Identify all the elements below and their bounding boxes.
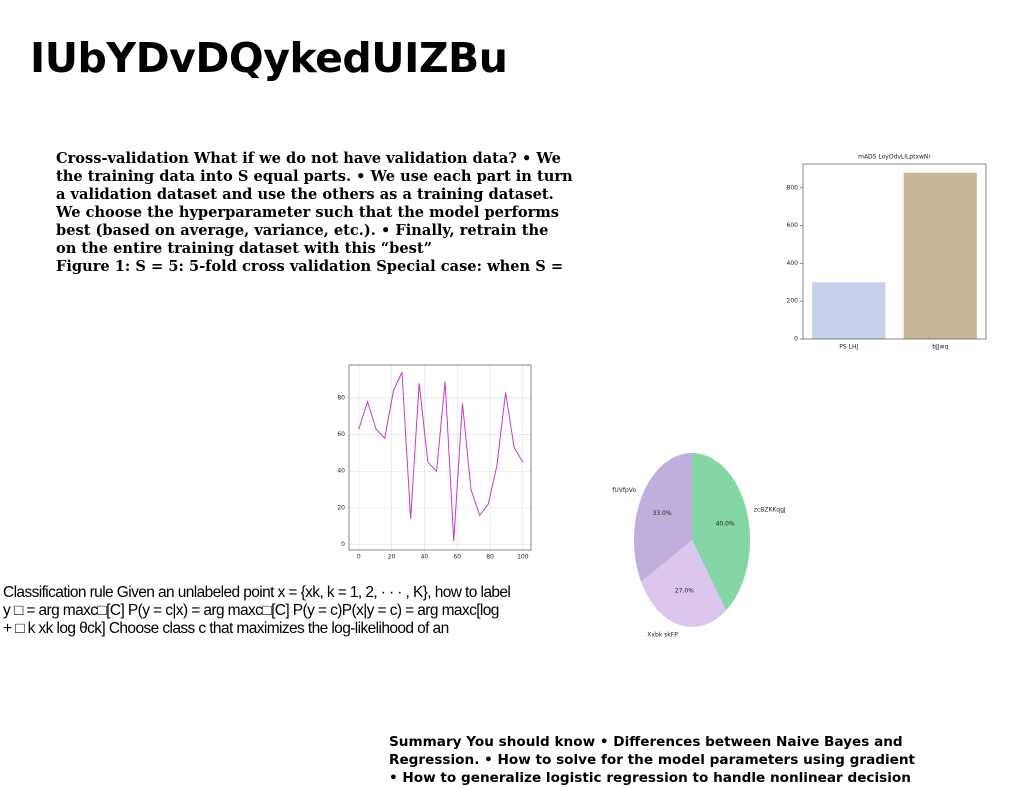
bar xyxy=(812,282,886,339)
y-tick-label: 20 xyxy=(337,504,345,511)
data-line xyxy=(358,372,524,541)
text-line: the training data into S equal parts. • … xyxy=(56,168,573,185)
y-tick-label: 60 xyxy=(337,431,345,438)
slice-label: zcBZKKqgJ xyxy=(754,506,786,513)
slice-value: 27.0% xyxy=(675,587,694,594)
pie-slice xyxy=(634,453,692,582)
y-tick-label: 600 xyxy=(787,222,799,229)
y-tick-label: 0 xyxy=(341,541,345,548)
x-tick-label: 100 xyxy=(517,554,529,561)
y-tick-label: 800 xyxy=(787,184,799,191)
pie-slice xyxy=(692,453,750,611)
y-tick-label: 200 xyxy=(787,298,799,305)
y-tick-label: 80 xyxy=(337,394,345,401)
text-line: Figure 1: S = 5: 5-fold cross validation… xyxy=(56,258,564,275)
slice-value: 33.0% xyxy=(653,510,672,517)
text-line: a validation dataset and use the others … xyxy=(56,186,554,203)
bar-chart: mADS LoyOdvLlLptxwNr 0 200 400 600 800 PS LHJ b… xyxy=(787,154,987,351)
text-line: We choose the hyperparameter such that t… xyxy=(56,204,559,221)
slice-value: 40.0% xyxy=(716,520,735,527)
pie-chart: zcBZKKqgJ 40.0% Xxbk skFP 27.0% fUVfpVo 33.0% xyxy=(612,453,786,639)
slice-label: Xxbk skFP xyxy=(647,632,678,639)
bar xyxy=(903,172,977,339)
x-tick-label: 80 xyxy=(486,554,494,561)
x-tick-label: 20 xyxy=(388,554,396,561)
page-title: IUbYDvDQykedUIZBu xyxy=(30,34,508,82)
paragraph: Classification rule Given an unlabeled p… xyxy=(3,584,511,638)
text-line: Regression. • How to solve for the model… xyxy=(389,752,916,768)
paragraph: Summary You should know • Differences be… xyxy=(389,733,915,787)
axes-frame xyxy=(802,163,987,340)
text-line: Summary You should know • Differences be… xyxy=(389,734,903,750)
text-line: on the entire training dataset with this… xyxy=(56,240,433,257)
axes-frame xyxy=(348,364,532,551)
y-tick-label: 40 xyxy=(337,468,345,475)
text-line: • How to generalize logistic regression … xyxy=(389,770,911,786)
slice-label: fUVfpVo xyxy=(612,487,636,494)
text-line: + □ k xk log θck] Choose class c that ma… xyxy=(3,620,449,637)
text-line: Classification rule Given an unlabeled p… xyxy=(3,584,511,601)
x-tick-label: bJJwq xyxy=(932,344,948,351)
text-line: y □ = arg maxc□[C] P(y = c|x) = arg maxc… xyxy=(3,602,499,619)
pie-slice xyxy=(641,540,727,627)
text-line: Cross-validation What if we do not have … xyxy=(56,150,561,167)
paragraph: Cross-validation What if we do not have … xyxy=(56,150,573,276)
x-tick-label: 60 xyxy=(453,554,461,561)
line-chart: 0 20 40 60 80 0 20 40 60 80 100 xyxy=(337,364,532,561)
chart-title: mADS LoyOdvLlLptxwNr xyxy=(858,154,931,161)
x-tick-label: 40 xyxy=(421,554,429,561)
y-tick-label: 0 xyxy=(794,336,798,343)
x-tick-label: 0 xyxy=(357,554,361,561)
x-tick-label: PS LHJ xyxy=(839,344,858,351)
y-tick-label: 400 xyxy=(787,260,799,267)
text-line: best (based on average, variance, etc.).… xyxy=(56,222,549,239)
